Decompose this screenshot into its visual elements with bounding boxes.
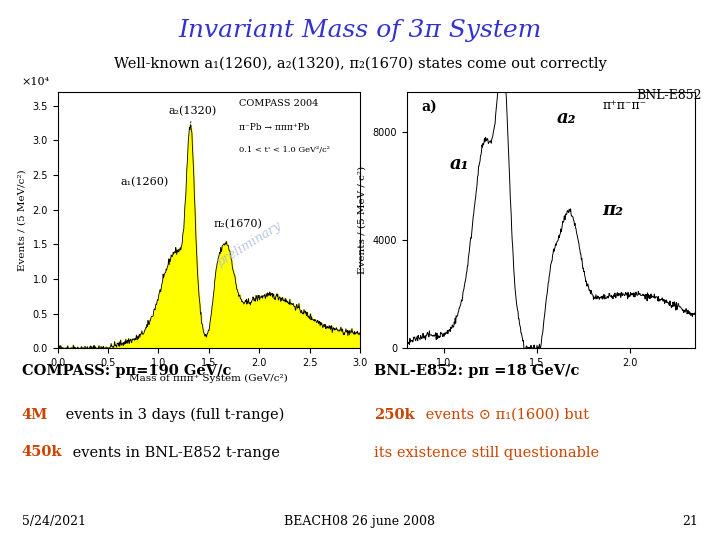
Text: a₁(1260): a₁(1260) (120, 177, 168, 187)
Text: BEACH08 26 june 2008: BEACH08 26 june 2008 (284, 515, 436, 528)
Text: its existence still questionable: its existence still questionable (374, 446, 600, 460)
Text: 4M: 4M (22, 408, 48, 422)
Text: 250k: 250k (374, 408, 415, 422)
Text: a₂: a₂ (557, 109, 576, 126)
Text: ×10⁴: ×10⁴ (22, 77, 50, 86)
Text: BNL-E852: pπ =18 GeV/c: BNL-E852: pπ =18 GeV/c (374, 364, 580, 379)
Text: π₂: π₂ (603, 201, 624, 219)
Text: π⁻Pb → πππ⁺Pb: π⁻Pb → πππ⁺Pb (239, 123, 310, 132)
Text: 0.1 < t' < 1.0 GeV²/c²: 0.1 < t' < 1.0 GeV²/c² (239, 146, 330, 154)
Text: 21: 21 (683, 515, 698, 528)
Text: events ⊙ π₁(1600) but: events ⊙ π₁(1600) but (421, 408, 589, 422)
Text: COMPASS 2004: COMPASS 2004 (239, 99, 318, 109)
Text: a₁: a₁ (450, 155, 469, 173)
Text: a₂(1320): a₂(1320) (168, 106, 217, 123)
Text: BNL-E852: BNL-E852 (636, 89, 702, 102)
Text: Invariant Mass of 3π System: Invariant Mass of 3π System (179, 19, 541, 42)
Text: COMPASS: pπ=190 GeV/c: COMPASS: pπ=190 GeV/c (22, 364, 231, 379)
Y-axis label: Events / (5 MeV/c²): Events / (5 MeV/c²) (18, 169, 27, 271)
Text: events in BNL-E852 t-range: events in BNL-E852 t-range (68, 446, 280, 460)
Text: 5/24/2021: 5/24/2021 (22, 515, 86, 528)
X-axis label: Mass of πππ⁺ System (GeV/c²): Mass of πππ⁺ System (GeV/c²) (130, 374, 288, 383)
Text: Well-known a₁(1260), a₂(1320), π₂(1670) states come out correctly: Well-known a₁(1260), a₂(1320), π₂(1670) … (114, 57, 606, 71)
Y-axis label: Events / (5 MeV / c²): Events / (5 MeV / c²) (358, 166, 367, 274)
Text: a): a) (421, 99, 437, 113)
Text: π₂(1670): π₂(1670) (214, 219, 263, 229)
Text: 450k: 450k (22, 446, 62, 460)
Text: events in 3 days (full t-range): events in 3 days (full t-range) (61, 408, 284, 422)
Text: preliminary: preliminary (215, 219, 284, 269)
Text: π⁺π⁻π⁻: π⁺π⁻π⁻ (603, 99, 647, 112)
